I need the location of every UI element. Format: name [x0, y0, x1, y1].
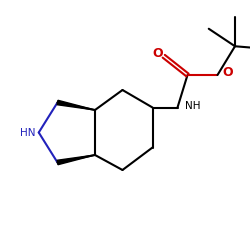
Text: NH: NH: [184, 101, 200, 111]
Text: O: O: [152, 47, 163, 60]
Polygon shape: [57, 100, 95, 110]
Polygon shape: [57, 155, 95, 165]
Text: O: O: [222, 66, 232, 78]
Text: HN: HN: [20, 128, 36, 138]
